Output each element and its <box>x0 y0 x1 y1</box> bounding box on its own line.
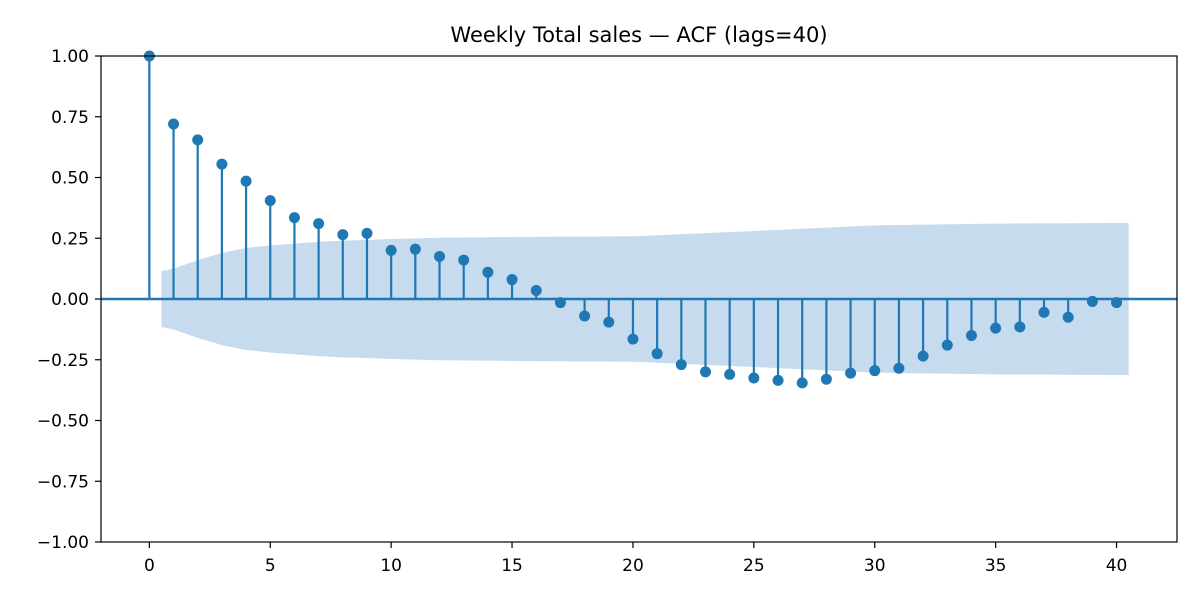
acf-point <box>651 348 663 360</box>
x-tick-label: 15 <box>501 556 523 576</box>
acf-point <box>699 366 711 378</box>
acf-point <box>965 329 977 341</box>
acf-point <box>579 310 591 322</box>
acf-point <box>772 374 784 386</box>
chart-title: Weekly Total sales — ACF (lags=40) <box>450 23 827 47</box>
y-tick-label: −0.75 <box>37 472 89 492</box>
x-tick-label: 0 <box>144 556 155 576</box>
acf-point <box>530 284 542 296</box>
y-tick-label: 0.00 <box>51 290 89 310</box>
acf-point <box>675 359 687 371</box>
y-tick-label: 0.25 <box>51 229 89 249</box>
y-tick-label: 0.50 <box>51 169 89 189</box>
x-ticks-layer: 0 5 10 15 20 25 30 35 40 <box>144 542 1127 576</box>
acf-point <box>820 373 832 385</box>
x-tick-label: 25 <box>743 556 765 576</box>
acf-point <box>1038 306 1050 318</box>
acf-point <box>409 243 421 255</box>
acf-point <box>941 339 953 351</box>
y-ticks-layer: 1.00 0.75 0.50 0.25 0.00 −0.25 −0.50 −0.75 −1.00 <box>37 47 101 553</box>
acf-point <box>264 195 276 207</box>
acf-point <box>192 134 204 146</box>
x-tick-label: 40 <box>1106 556 1128 576</box>
acf-point <box>603 316 615 328</box>
acf-point <box>796 377 808 389</box>
acf-point <box>845 367 857 379</box>
acf-point <box>869 365 881 377</box>
acf-point <box>627 333 639 345</box>
acf-point <box>893 362 905 374</box>
y-tick-label: 1.00 <box>51 47 89 67</box>
x-tick-label: 20 <box>622 556 644 576</box>
acf-point <box>482 266 494 278</box>
acf-point <box>361 227 373 239</box>
y-tick-label: −0.25 <box>37 351 89 371</box>
acf-point <box>724 368 736 380</box>
acf-point <box>506 274 518 286</box>
acf-point <box>748 372 760 384</box>
acf-point <box>288 212 300 224</box>
acf-point <box>1062 311 1074 323</box>
x-tick-label: 35 <box>985 556 1007 576</box>
acf-point <box>313 218 325 230</box>
acf-point <box>385 244 397 256</box>
x-tick-label: 10 <box>380 556 402 576</box>
acf-point <box>458 254 470 266</box>
acf-point <box>990 322 1002 334</box>
acf-point <box>240 175 252 187</box>
y-tick-label: 0.75 <box>51 108 89 128</box>
acf-point <box>337 229 349 241</box>
acf-point <box>917 350 929 362</box>
stem-layer <box>143 50 1123 389</box>
acf-point <box>1014 321 1026 333</box>
acf-point <box>1086 295 1098 307</box>
acf-point <box>434 250 446 262</box>
acf-point <box>168 118 180 130</box>
y-tick-label: −0.50 <box>37 412 89 432</box>
x-tick-label: 5 <box>265 556 276 576</box>
y-tick-label: −1.00 <box>37 533 89 553</box>
x-tick-label: 30 <box>864 556 886 576</box>
acf-point <box>216 158 228 170</box>
